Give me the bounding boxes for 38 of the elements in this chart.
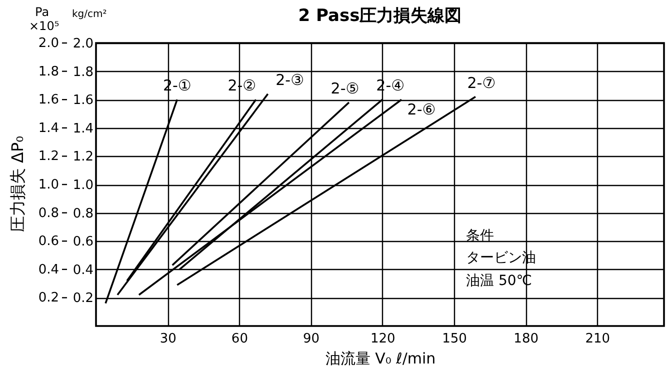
- annotation: 条件: [466, 228, 494, 244]
- x-tick-label: 60: [231, 332, 248, 346]
- y2-tick-label: 1.2: [72, 150, 94, 165]
- y2-tick-label: 1.0: [72, 178, 94, 193]
- y2-tick-label: 2.0: [72, 36, 94, 52]
- x-tick-label: 180: [514, 332, 538, 346]
- series-label: 2-⑦: [467, 74, 496, 92]
- x-tick-label: 210: [585, 332, 610, 346]
- y-tick-label: 1.6: [38, 92, 59, 108]
- series-label: 2-③: [276, 70, 304, 89]
- y-tick-label: 0.2: [38, 290, 59, 306]
- x-axis-title: 油流量 V₀ ℓ/min: [325, 350, 436, 368]
- y-tick-label: 2.0: [38, 36, 59, 51]
- y-tick-label: 1.8: [38, 64, 59, 80]
- x-tick-label: 90: [303, 332, 320, 346]
- text: kg/cm²: [72, 9, 107, 20]
- y-tick-label: 0.4: [38, 262, 59, 278]
- text: Pa: [35, 5, 50, 19]
- y-tick-label: 0.8: [38, 206, 59, 221]
- y-tick-label: 0.6: [38, 234, 59, 250]
- x-tick-label: 120: [370, 332, 396, 346]
- y2-tick-label: 0.4: [72, 262, 94, 278]
- y-tick-label: 1.0: [38, 178, 59, 192]
- y-tick-label: 1.2: [38, 149, 59, 164]
- text: ×10⁵: [29, 19, 60, 33]
- y-tick-label: 1.4: [38, 120, 59, 136]
- y2-tick-label: 1.6: [72, 93, 94, 108]
- y-axis-title: 圧力損失 ΔP₀: [8, 136, 27, 232]
- y2-tick-label: 1.8: [72, 64, 94, 80]
- series-label: 2-⑤: [330, 79, 360, 98]
- x-tick-label: 30: [160, 332, 176, 346]
- series-label: 2-⑥: [407, 100, 436, 119]
- y2-tick-label: 0.2: [72, 291, 94, 306]
- x-tick-label: 150: [442, 332, 467, 346]
- y2-tick-label: 1.4: [72, 121, 94, 136]
- y2-tick-label: 0.6: [72, 234, 94, 250]
- chart-title: 2 Pass圧力損失線図: [298, 6, 462, 26]
- y2-tick-label: 0.8: [72, 206, 94, 222]
